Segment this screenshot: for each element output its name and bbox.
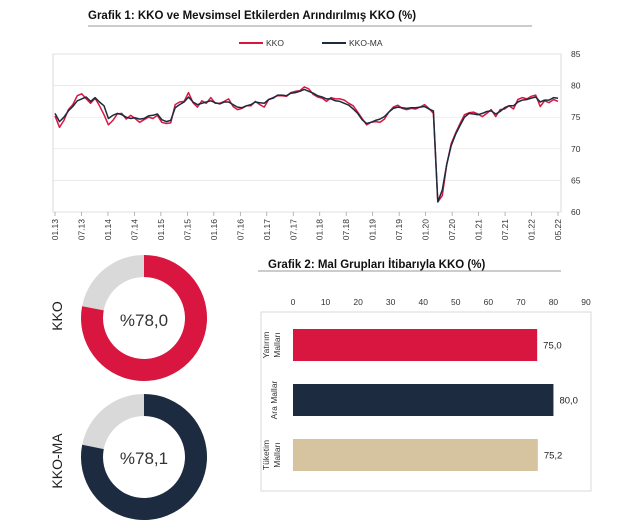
- line-chart-y-tick-label: 60: [571, 207, 581, 217]
- bar-chart-bars: [293, 329, 554, 471]
- bar-chart-x-tick-label: 20: [353, 297, 363, 307]
- bar-chart-x-tick-label: 80: [549, 297, 559, 307]
- donut-kko-ma-label: KKO-MA: [49, 433, 65, 489]
- donut-kko-value-slice: [80, 255, 208, 381]
- line-chart-x-tick-label: 05.22: [553, 219, 563, 241]
- line-chart-x-tick-label: 01.15: [156, 219, 166, 241]
- line-chart-legend: KKO KKO-MA: [239, 38, 383, 48]
- donut-charts: KKO %78,0 KKO-MA %78,1: [49, 255, 208, 520]
- bar-chart: Grafik 2: Mal Grupları İtibarıyla KKO (%…: [258, 258, 592, 492]
- line-chart-x-tick-label: 07.15: [182, 219, 192, 241]
- donut-kko-ma: KKO-MA %78,1: [49, 394, 208, 520]
- series-line-kko-ma: [54, 88, 559, 203]
- line-chart-y-tick-label: 75: [571, 112, 581, 122]
- line-chart-x-tick-label: 01.14: [103, 219, 113, 241]
- line-chart-x-tick-label: 01.21: [474, 219, 484, 241]
- line-chart-y-tick-label: 80: [571, 81, 581, 91]
- line-chart-x-tick-label: 07.13: [76, 219, 86, 241]
- series-line-kko: [54, 86, 559, 203]
- line-chart-y-tick-label: 70: [571, 144, 581, 154]
- line-chart-x-tick-label: 01.13: [50, 219, 60, 241]
- bar-chart-title: Grafik 2: Mal Grupları İtibarıyla KKO (%…: [268, 258, 485, 271]
- legend-label-kko: KKO: [266, 38, 284, 48]
- line-chart-y-axis: 60 65 70 75 80 85: [571, 49, 581, 217]
- bar-chart-plot-area: [260, 311, 592, 492]
- line-chart-x-tick-label: 07.14: [129, 219, 139, 241]
- bar-category-label-line2: Malları: [272, 332, 282, 358]
- line-chart-x-tick-label: 07.20: [447, 219, 457, 241]
- bar-chart-x-tick-label: 60: [484, 297, 494, 307]
- line-chart-x-tick-label: 01.18: [315, 219, 325, 241]
- legend-label-kko-ma: KKO-MA: [349, 38, 383, 48]
- bar-chart-x-tick-label: 30: [386, 297, 396, 307]
- line-chart-x-tick-label: 07.16: [235, 219, 245, 241]
- bar-chart-x-tick-label: 40: [418, 297, 428, 307]
- bar-value-label: 75,2: [544, 451, 563, 462]
- line-chart-x-tick-label: 01.16: [209, 219, 219, 241]
- line-chart-x-tick-label: 01.17: [262, 219, 272, 241]
- bar-category-label-line1: Ara Mallar: [269, 380, 279, 419]
- donut-kko-ma-value-slice: [81, 394, 208, 520]
- bar-category-label-line1: Tüketim: [261, 440, 271, 470]
- line-chart-x-tick-label: 01.22: [527, 219, 537, 241]
- line-chart-x-tick-label: 07.17: [288, 219, 298, 241]
- line-chart-gridlines: [53, 53, 561, 213]
- bar-chart-x-axis: 0 10 20 30 40 50 60 70 80 90: [291, 297, 591, 307]
- bar-chart-value-labels: 75,0 80,0 75,2: [543, 341, 578, 462]
- line-chart-x-tick-label: 01.19: [368, 219, 378, 241]
- line-chart-x-axis: 01.13 07.13 01.14 07.14 01.15 07.15 01.16 07.16…: [50, 212, 563, 240]
- bar-2: [293, 384, 554, 416]
- line-chart: Grafik 1: KKO ve Mevsimsel Etkilerden Ar…: [50, 10, 581, 240]
- line-chart-series: [54, 86, 559, 203]
- bar-1: [293, 329, 538, 361]
- bar-category-label-line2: Malları: [272, 442, 282, 468]
- bar-category-label-line1: Yatırım: [261, 332, 271, 359]
- line-chart-x-tick-label: 07.21: [500, 219, 510, 241]
- line-chart-x-tick-label: 07.19: [394, 219, 404, 241]
- donut-kko-label: KKO: [49, 301, 65, 331]
- donut-kko-center-value: %78,0: [120, 311, 168, 330]
- bar-value-label: 80,0: [559, 396, 578, 407]
- bar-chart-x-tick-label: 50: [451, 297, 461, 307]
- line-chart-x-tick-label: 07.18: [341, 219, 351, 241]
- bar-chart-x-tick-label: 10: [321, 297, 331, 307]
- bar-chart-x-tick-label: 70: [516, 297, 526, 307]
- bar-value-label: 75,0: [543, 341, 562, 352]
- bar-chart-x-tick-label: 90: [581, 297, 591, 307]
- donut-kko-ma-center-value: %78,1: [120, 449, 168, 468]
- bar-chart-x-tick-label: 0: [291, 297, 296, 307]
- line-chart-y-tick-label: 85: [571, 49, 581, 59]
- line-chart-title: Grafik 1: KKO ve Mevsimsel Etkilerden Ar…: [88, 10, 416, 22]
- line-chart-x-tick-label: 01.20: [421, 219, 431, 241]
- line-chart-plot-area: [52, 53, 562, 213]
- donut-kko: KKO %78,0: [49, 255, 208, 381]
- bar-3: [293, 439, 538, 471]
- line-chart-y-tick-label: 65: [571, 175, 581, 185]
